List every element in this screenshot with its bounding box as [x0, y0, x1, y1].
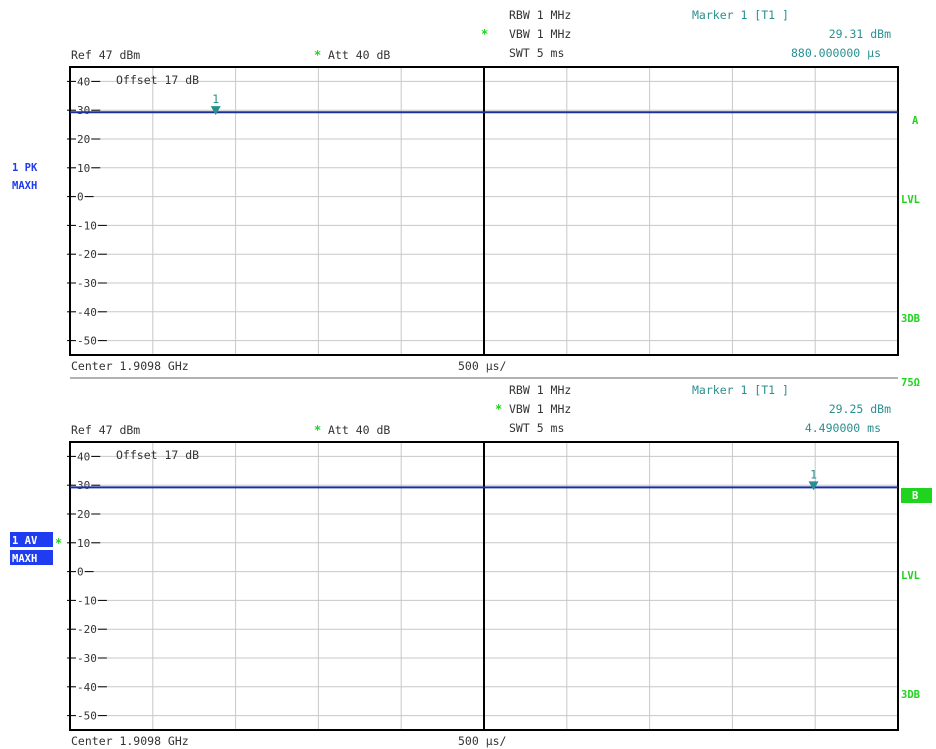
- y-tick-label-bg: [76, 161, 92, 175]
- swt-label: SWT 5 ms: [509, 46, 564, 60]
- y-tick-label-bg: [76, 305, 98, 319]
- vbw-star: *: [495, 402, 502, 416]
- y-tick-label-bg: [76, 190, 85, 204]
- center-frequency-label: Center 1.9098 GHz: [71, 359, 189, 373]
- marker: 1: [808, 467, 819, 491]
- panel-1: RBW 1 MHz * VBW 1 MHz SWT 5 ms Marker 1 …: [12, 8, 920, 373]
- vbw-label: VBW 1 MHz: [509, 402, 571, 416]
- trace-b-badge-bg: [901, 488, 932, 503]
- offset-label: Offset 17 dB: [116, 448, 199, 462]
- swt-label: SWT 5 ms: [509, 421, 564, 435]
- vbw-label: VBW 1 MHz: [509, 27, 571, 41]
- y-axis-ticks: 40 30 20 10 0 -10 -20 -30 -40 -50: [67, 450, 107, 723]
- att-star: *: [314, 423, 321, 437]
- marker-triangle-icon: [210, 106, 221, 116]
- marker-number-label: 1: [212, 92, 219, 106]
- marker-number-label: 1: [810, 467, 817, 481]
- y-tick-label: -10: [77, 219, 97, 232]
- y-tick-label-bg: [76, 680, 98, 694]
- y-tick-label-bg: [76, 709, 98, 723]
- y-tick-label-bg: [76, 277, 98, 290]
- y-tick-label: -20: [77, 623, 97, 636]
- marker-level: 29.25 dBm: [829, 402, 891, 416]
- ref-level-label: Ref 47 dBm: [71, 48, 140, 62]
- y-tick-label: -40: [77, 681, 97, 694]
- y-tick-label-bg: [76, 594, 98, 608]
- ref-level-label: Ref 47 dBm: [71, 423, 140, 437]
- y-tick-label: -50: [77, 710, 97, 723]
- trace-b-label: B: [912, 490, 918, 502]
- impedance-label: 75Ω: [901, 377, 920, 389]
- y-tick-label-bg: [76, 104, 92, 118]
- y-tick-label: 20: [77, 133, 90, 146]
- center-frequency-label: Center 1.9098 GHz: [71, 734, 189, 748]
- marker-level: 29.31 dBm: [829, 27, 891, 41]
- y-tick-label-bg: [76, 623, 98, 637]
- y-tick-label-bg: [76, 334, 98, 348]
- y-tick-label: -30: [77, 277, 97, 290]
- y-tick-label-bg: [76, 133, 92, 146]
- marker-title: Marker 1 [T1 ]: [692, 383, 789, 397]
- marker: 1: [210, 92, 221, 116]
- trace-badge-line2: MAXH: [12, 180, 37, 192]
- y-tick-label: -40: [77, 306, 97, 319]
- y-tick-label-bg: [76, 219, 98, 233]
- offset-label: Offset 17 dB: [116, 73, 199, 87]
- trace-badge-star: *: [55, 536, 62, 550]
- trace-badge: 1 PK MAXH: [12, 162, 38, 192]
- y-tick-label-bg: [76, 508, 92, 521]
- grid: [70, 442, 898, 730]
- y-tick-label: 40: [77, 450, 90, 463]
- trace-badge-bg-2: [10, 550, 53, 565]
- y-tick-label-bg: [76, 479, 92, 493]
- attenuation-label: Att 40 dB: [328, 48, 390, 62]
- plot-frame: [69, 441, 899, 731]
- vbw-star: *: [481, 27, 488, 41]
- trace-a-label: A: [912, 115, 919, 127]
- marker-triangle-icon: [808, 481, 819, 491]
- y-tick-label: 30: [77, 104, 90, 117]
- span-per-division-label: 500 µs/: [458, 734, 507, 748]
- trace-badge-bg-1: [10, 532, 53, 547]
- marker-time: 880.000000 µs: [791, 46, 881, 60]
- y-tick-label: -20: [77, 248, 97, 261]
- 3db-label: 3DB: [901, 689, 920, 701]
- y-tick-label: 0: [77, 191, 84, 204]
- att-star: *: [314, 48, 321, 62]
- attenuation-label: Att 40 dB: [328, 423, 390, 437]
- y-tick-label-bg: [76, 565, 85, 579]
- y-tick-label: 30: [77, 479, 90, 492]
- marker-title: Marker 1 [T1 ]: [692, 8, 789, 22]
- 3db-label: 3DB: [901, 313, 920, 325]
- y-tick-label-bg: [76, 652, 98, 665]
- panel-2: RBW 1 MHz * VBW 1 MHz SWT 5 ms Marker 1 …: [10, 383, 932, 748]
- trace-b-badge: B: [901, 488, 932, 503]
- y-tick-label-bg: [76, 248, 98, 262]
- trace-badge-line1: 1 AV: [12, 535, 38, 547]
- trace-badge: 1 AV MAXH *: [10, 532, 62, 565]
- y-tick-label: 40: [77, 75, 90, 88]
- rbw-label: RBW 1 MHz: [509, 8, 571, 22]
- marker-time: 4.490000 ms: [805, 421, 881, 435]
- y-tick-label: 0: [77, 566, 84, 579]
- lvl-label: LVL: [901, 570, 920, 582]
- y-tick-label: 10: [77, 162, 90, 175]
- y-tick-label-bg: [76, 536, 92, 550]
- y-tick-label: -50: [77, 335, 97, 348]
- y-tick-label: 10: [77, 537, 90, 550]
- y-tick-label: -30: [77, 652, 97, 665]
- plot-frame: [69, 66, 899, 356]
- y-tick-label: 20: [77, 508, 90, 521]
- rbw-label: RBW 1 MHz: [509, 383, 571, 397]
- span-per-division-label: 500 µs/: [458, 359, 507, 373]
- lvl-label: LVL: [901, 194, 920, 206]
- grid: [70, 67, 898, 355]
- y-tick-label-bg: [76, 450, 92, 464]
- y-axis-ticks: 40 30 20 10 0 -10 -20 -30 -40 -50: [67, 75, 107, 348]
- trace-badge-line2: MAXH: [12, 553, 37, 565]
- y-tick-label: -10: [77, 594, 97, 607]
- y-tick-label-bg: [76, 75, 92, 89]
- trace-badge-line1: 1 PK: [12, 162, 38, 174]
